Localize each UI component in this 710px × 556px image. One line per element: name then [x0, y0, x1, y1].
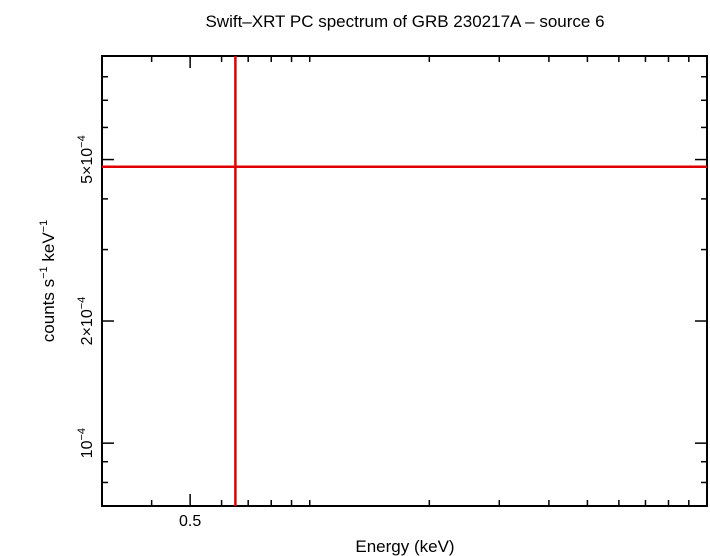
y-tick-mantissa: 10: [79, 440, 96, 458]
y-tick-label: 5×10−4: [76, 135, 96, 184]
x-axis-label: Energy (keV): [355, 537, 454, 556]
y-tick-exponent: −4: [76, 135, 88, 148]
y-tick-mantissa: 2×10: [79, 309, 96, 345]
y-axis-label-main: counts s: [39, 279, 58, 342]
chart-title: Swift–XRT PC spectrum of GRB 230217A – s…: [205, 12, 604, 31]
plot-frame: [101, 55, 708, 507]
y-axis-label-mid: keV: [39, 232, 58, 267]
y-tick-label: 2×10−4: [76, 297, 96, 346]
data-points: [102, 56, 707, 506]
y-tick-exponent: −4: [76, 297, 88, 310]
y-axis-label-sup2: −1: [38, 220, 50, 233]
y-tick-mantissa: 5×10: [79, 148, 96, 184]
axis-ticks: [101, 56, 708, 507]
y-axis-label-sup1: −1: [38, 266, 50, 279]
y-axis-label: counts s−1 keV−1: [38, 220, 58, 342]
y-tick-label: 10−4: [76, 428, 96, 458]
x-tick-label: 0.5: [179, 513, 201, 530]
y-tick-exponent: −4: [76, 428, 88, 441]
plot-area: [101, 55, 708, 507]
axis-tick-labels: 0.510−42×10−45×10−4: [76, 135, 201, 530]
